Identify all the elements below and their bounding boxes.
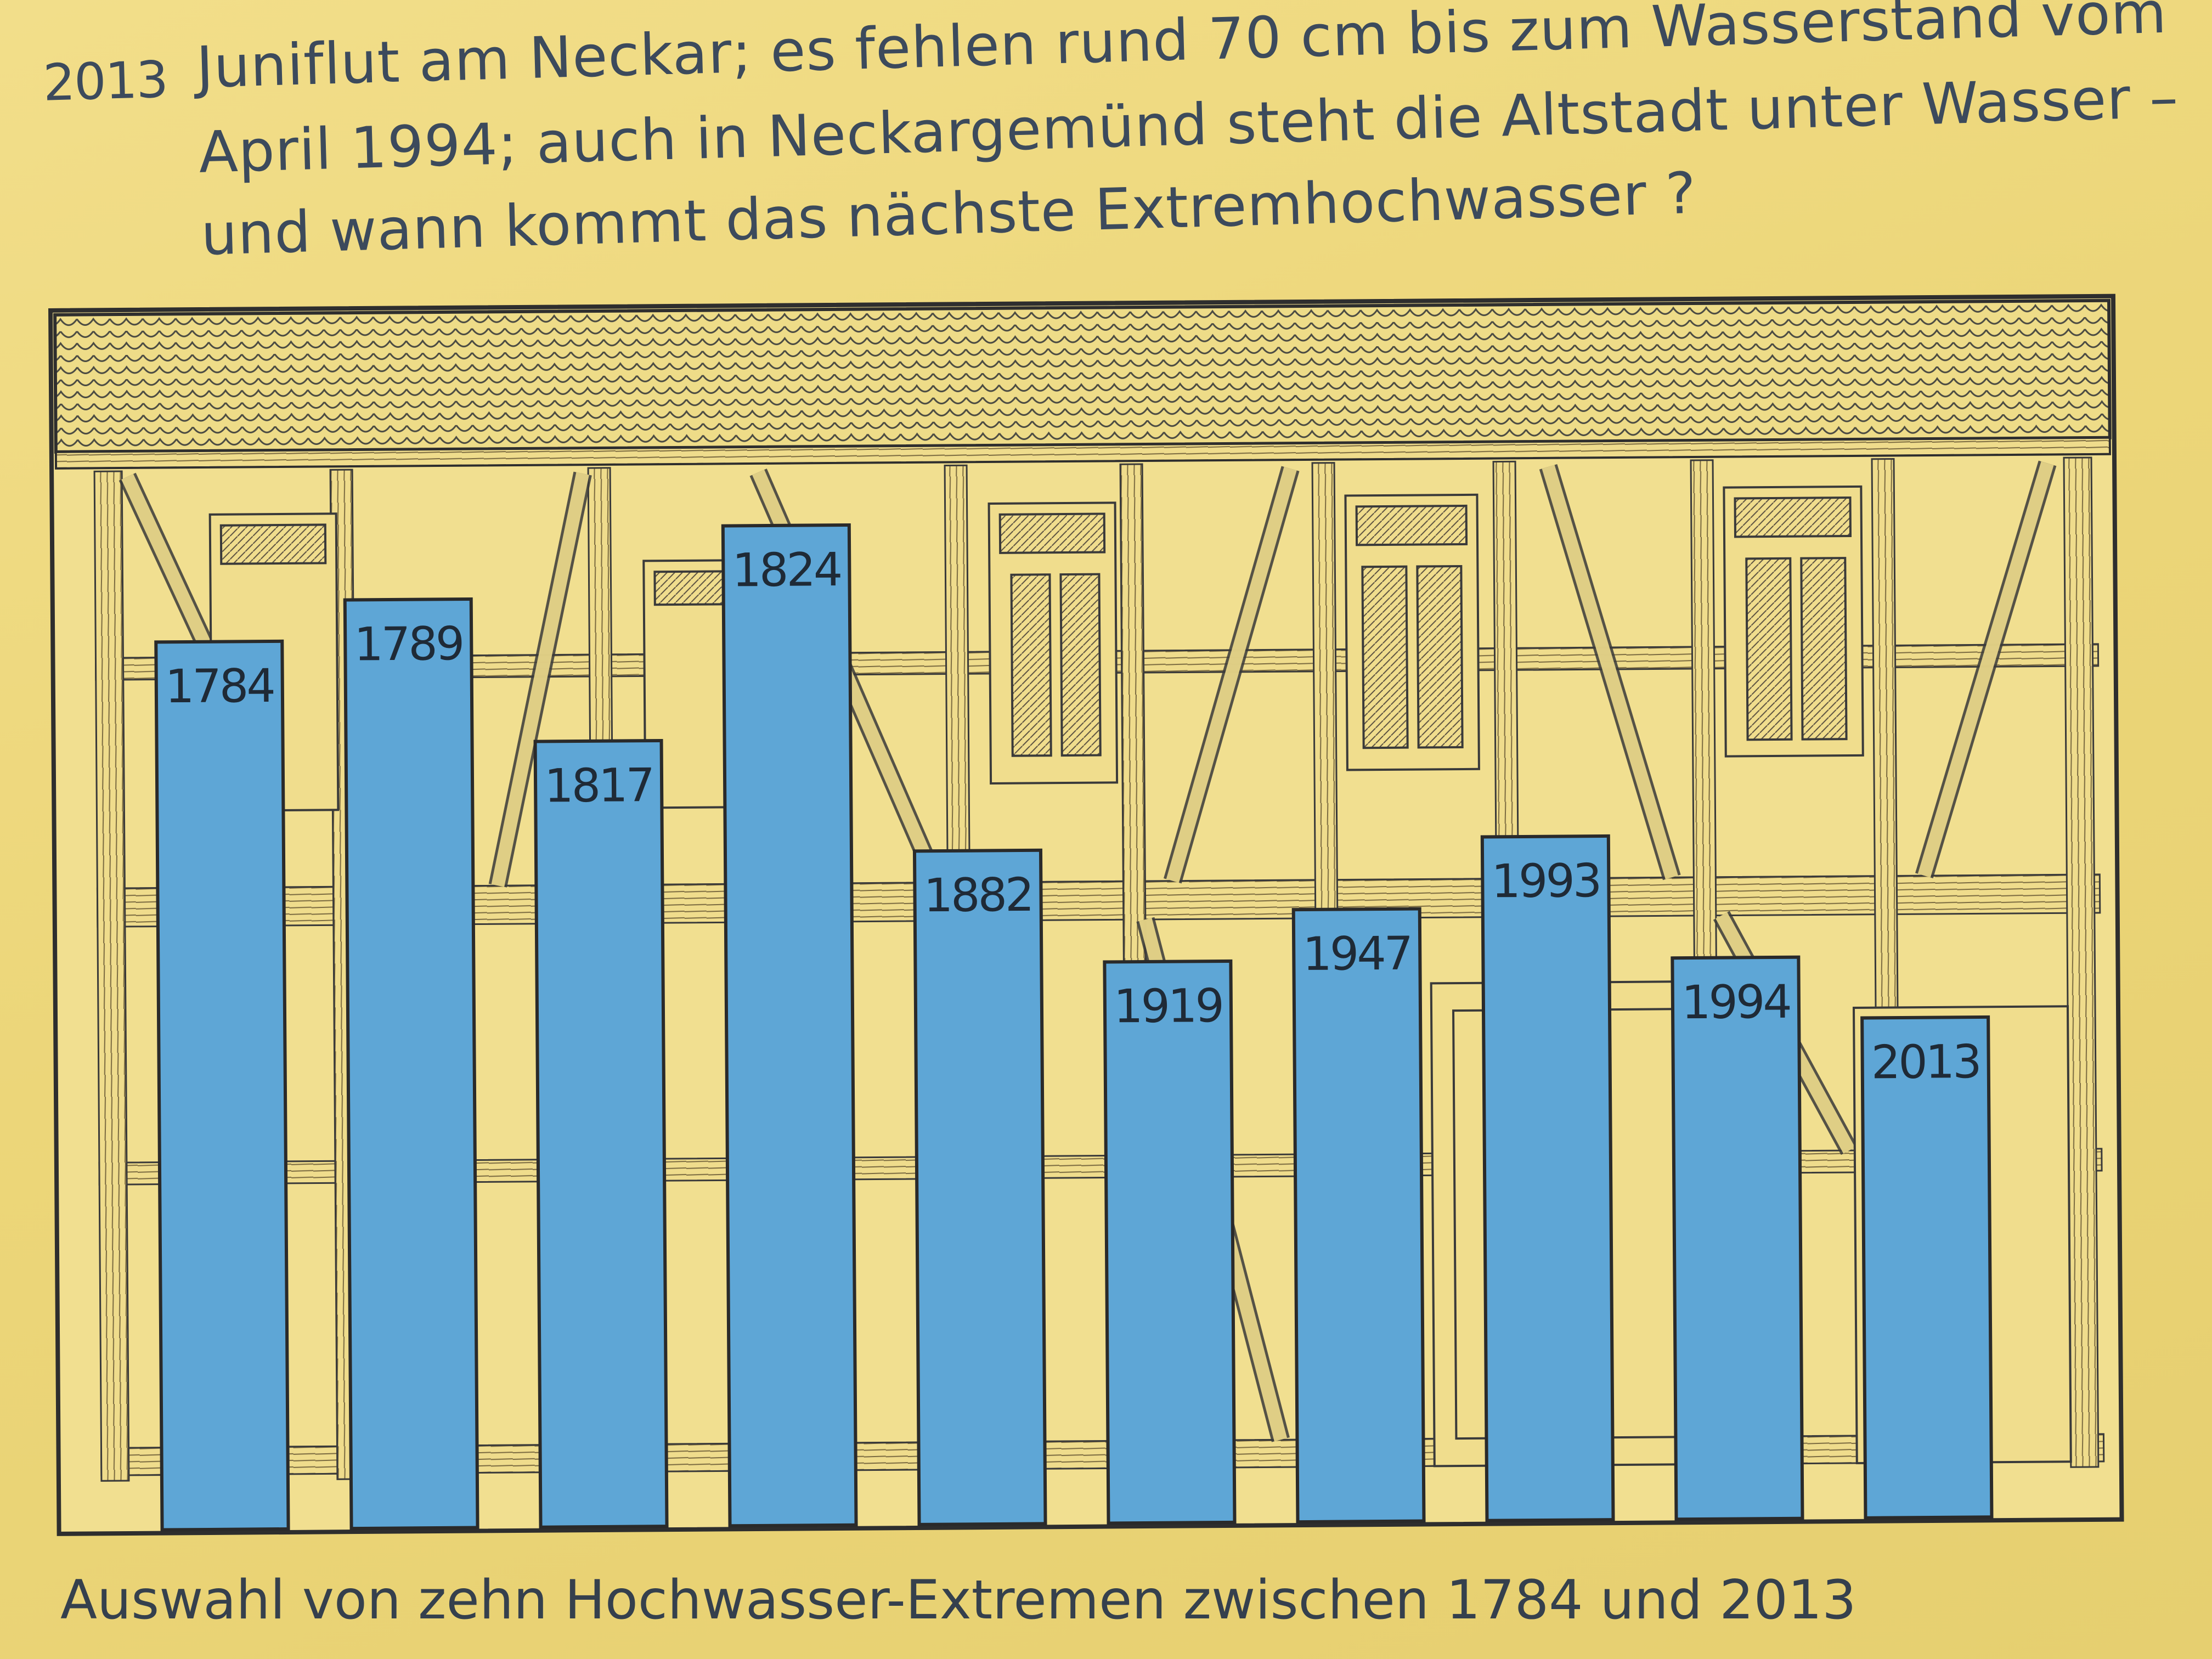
bar-label-1993: 1993 [1491,854,1600,908]
bar-2013 [1860,1015,1994,1520]
bar-label-1824: 1824 [732,543,840,597]
bar-label-1947: 1947 [1302,927,1411,981]
bar-label-2013: 2013 [1871,1035,1979,1089]
bar-label-1882: 1882 [923,868,1032,922]
roof [53,298,2112,454]
bar-label-1994: 1994 [1681,975,1790,1029]
bar-1919 [1103,959,1237,1525]
chart-board: 1784 1789 1817 1824 1882 1919 1947 1993 1994 2013 [44,292,2137,1547]
bar-1824 [721,523,858,1528]
roof-beam [54,436,2111,470]
bar-label-1789: 1789 [354,617,462,671]
bar-1817 [533,738,669,1529]
bar-label-1784: 1784 [165,659,274,713]
flood-bar-chart: 1784 1789 1817 1824 1882 1919 1947 1993 1994 2013 [48,294,2124,1536]
bar-1789 [343,597,479,1531]
bar-label-1817: 1817 [544,758,653,812]
bar-1994 [1671,955,1804,1521]
bar-1947 [1291,907,1426,1524]
chart-caption: Auswahl von zehn Hochwasser-Extremen zwi… [60,1569,1857,1632]
bars-group: 1784 1789 1817 1824 1882 1919 1947 1993 1994 2013 [154,523,1994,1532]
bar-label-1919: 1919 [1114,979,1222,1033]
bar-1784 [154,639,290,1532]
bar-1882 [912,848,1047,1526]
headline: 2013 Juniflut am Neckar; es fehlen rund … [38,0,2179,268]
headline-year: 2013 [42,50,168,112]
bar-1993 [1480,834,1615,1522]
